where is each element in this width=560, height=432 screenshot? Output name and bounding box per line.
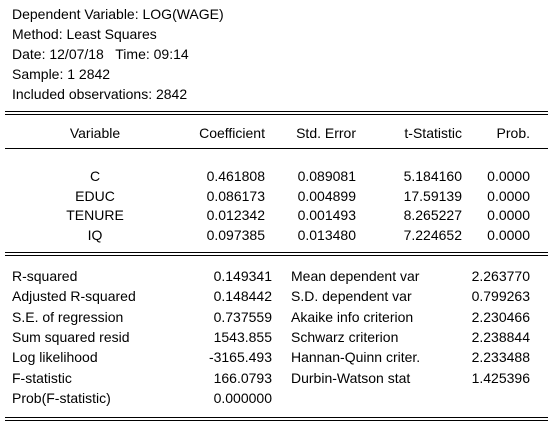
- cell: 17.59139: [403, 187, 462, 204]
- variable-name: IQ: [87, 226, 103, 243]
- stat-label: R-squared: [12, 268, 78, 284]
- cell: 5.184160: [403, 168, 462, 184]
- cell: 0.012342: [206, 207, 265, 223]
- cell: 0.086173: [206, 187, 265, 204]
- stat-label: Akaike info criterion: [291, 308, 414, 325]
- stat-value: 0.000000: [213, 389, 272, 406]
- cell: 0.0000: [487, 226, 530, 243]
- cell: 0.013480: [297, 226, 356, 243]
- header-line: Included observations: 2842: [12, 86, 188, 102]
- stat-label: Durbin-Watson stat: [291, 369, 411, 386]
- stat-label: Log likelihood: [12, 349, 98, 366]
- cell: 0.004899: [297, 187, 356, 204]
- header-line: Date: 12/07/18 Time: 09:14: [12, 46, 189, 62]
- stat-label: Adjusted R-squared: [12, 288, 136, 305]
- column-header: Prob.: [496, 125, 530, 141]
- stat-value: 2.263770: [471, 268, 530, 284]
- column-header: Std. Error: [296, 125, 356, 141]
- cell: 8.265227: [403, 207, 462, 223]
- column-header: Coefficient: [199, 125, 265, 141]
- stat-value: 1543.855: [213, 328, 272, 345]
- rule: [5, 148, 548, 149]
- stat-value: -3165.493: [208, 349, 272, 366]
- cell: 0.0000: [487, 187, 530, 204]
- cell: 0.0000: [487, 207, 530, 223]
- cell: 0.001493: [297, 207, 356, 223]
- stat-label: Mean dependent var: [291, 268, 420, 284]
- stat-value: 2.233488: [471, 349, 530, 366]
- stat-label: F-statistic: [12, 369, 72, 386]
- cell: 7.224652: [403, 226, 462, 243]
- stat-value: 2.230466: [471, 308, 530, 325]
- header-line: Dependent Variable: LOG(WAGE): [12, 6, 224, 22]
- stat-label: S.E. of regression: [12, 308, 124, 325]
- variable-name: EDUC: [75, 187, 115, 204]
- column-header: Variable: [69, 125, 121, 141]
- cell: 0.461808: [206, 168, 265, 184]
- stat-value: 0.799263: [471, 288, 530, 305]
- stat-value: 0.149341: [213, 268, 272, 284]
- cell: 0.0000: [487, 168, 530, 184]
- stat-value: 166.0793: [213, 369, 272, 386]
- column-header: t-Statistic: [404, 125, 462, 141]
- stat-label: S.D. dependent var: [291, 288, 412, 305]
- stat-value: 0.737559: [213, 308, 272, 325]
- header-line: Method: Least Squares: [12, 26, 157, 42]
- variable-name: TENURE: [66, 207, 124, 223]
- stat-label: Schwarz criterion: [291, 328, 399, 345]
- variable-name: C: [89, 168, 101, 184]
- double-rule: [5, 417, 548, 421]
- stat-label: Prob(F-statistic): [12, 389, 111, 406]
- stat-label: Sum squared resid: [12, 328, 130, 345]
- cell: 0.089081: [297, 168, 356, 184]
- header-line: Sample: 1 2842: [12, 66, 111, 82]
- stat-value: 0.148442: [213, 288, 272, 305]
- stat-value: 1.425396: [471, 369, 530, 386]
- cell: 0.097385: [206, 226, 265, 243]
- double-rule: [5, 111, 548, 115]
- stat-label: Hannan-Quinn criter.: [291, 349, 421, 366]
- double-rule: [5, 252, 548, 256]
- stat-value: 2.238844: [471, 328, 530, 345]
